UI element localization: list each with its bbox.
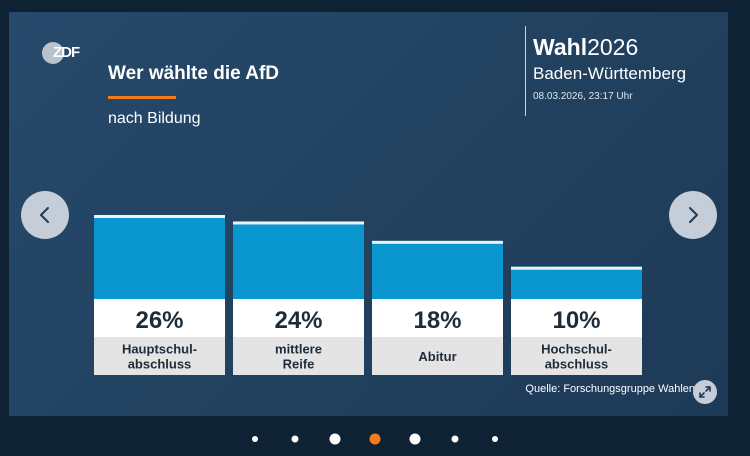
bar-3 (511, 266, 642, 299)
next-slide-button[interactable] (669, 191, 717, 239)
bar-0 (94, 215, 225, 299)
category-label-0: Hauptschul-abschluss (122, 342, 197, 372)
brand-wahl: Wahl (533, 34, 588, 60)
category-box-3 (511, 337, 642, 375)
pagination-dot-5[interactable] (451, 435, 459, 443)
expand-button[interactable] (693, 380, 717, 404)
bar-cap-0 (94, 215, 225, 218)
category-label-3: Hochschul-abschluss (541, 342, 612, 372)
value-label-0: 26% (135, 307, 183, 334)
value-box-1 (233, 299, 364, 337)
chevron-left-icon (40, 207, 49, 223)
election-brand: Wahl2026 Baden-Württemberg 08.03.2026, 2… (525, 26, 686, 116)
category-box-1 (233, 337, 364, 375)
bar-chart: 26% Hauptschul-abschluss 24% mittlere Reife 1… (94, 215, 642, 375)
chart-title: Wer wählte die AfD (108, 63, 280, 84)
brand-region: Baden-Württemberg (533, 64, 687, 83)
expand-icon (699, 386, 711, 398)
pagination-dot-2[interactable] (329, 433, 341, 445)
previous-slide-button[interactable] (21, 191, 69, 239)
pagination-dot-6[interactable] (492, 436, 498, 442)
value-box-2 (372, 299, 503, 337)
value-label-3: 10% (552, 307, 600, 334)
bar-1 (233, 221, 364, 299)
brand-datetime: 08.03.2026, 23:17 Uhr (533, 91, 633, 102)
brand-year: 2026 (587, 34, 639, 60)
title-accent-bar (108, 96, 176, 99)
chart-slide: ZDF Wer wählte die AfD nach Bildung Wahl… (9, 12, 728, 416)
pagination-dot-3[interactable] (369, 433, 381, 445)
category-box-0 (94, 337, 225, 375)
source-note: Quelle: Forschungsgruppe Wahlen (525, 383, 695, 395)
pagination-dot-0[interactable] (252, 436, 258, 442)
category-box-2 (372, 337, 503, 375)
category-label-1: mittlere Reife (275, 342, 322, 372)
pagination-dot-1[interactable] (291, 435, 299, 443)
value-box-3 (511, 299, 642, 337)
chart-subtitle: nach Bildung (108, 110, 201, 127)
bar-cap-3 (511, 266, 642, 270)
chevron-right-icon (689, 207, 698, 223)
pagination-dots (0, 428, 750, 450)
value-label-1: 24% (274, 307, 322, 334)
bar-cap-1 (233, 221, 364, 225)
bar-2 (372, 240, 503, 299)
category-label-2: Abitur (418, 349, 456, 364)
bar-cap-2 (372, 240, 503, 244)
value-box-0 (94, 299, 225, 337)
zdf-logo: ZDF (42, 42, 94, 64)
value-label-2: 18% (413, 307, 461, 334)
pagination-dot-4[interactable] (409, 433, 421, 445)
